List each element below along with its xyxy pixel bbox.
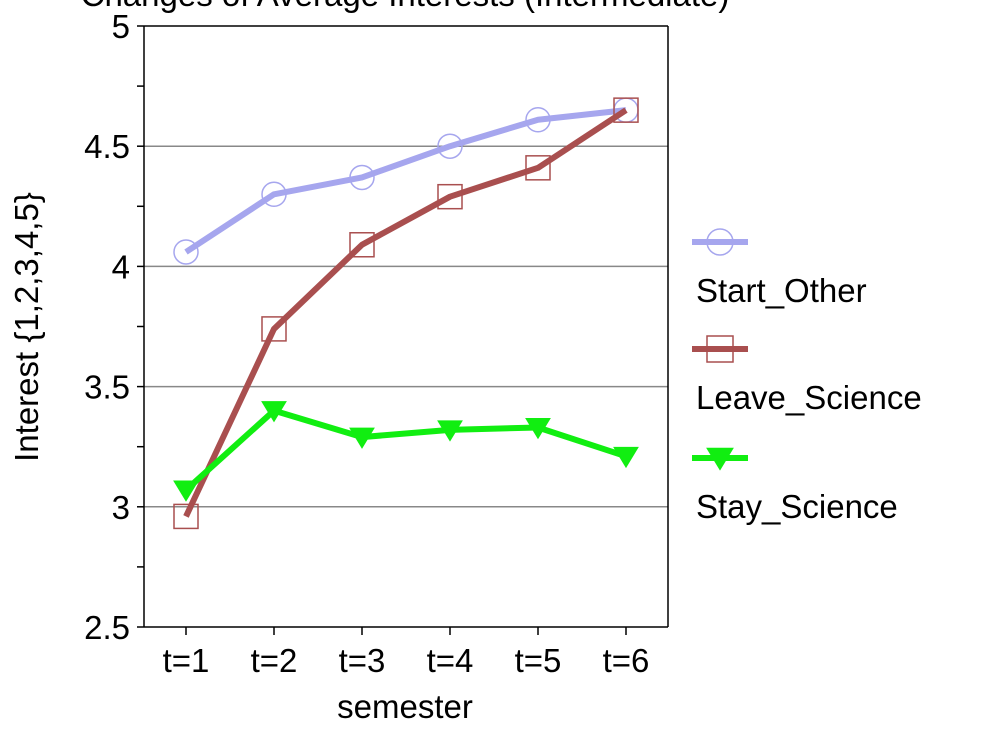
x-axis-title: semester: [337, 688, 473, 725]
y-tick-label: 2.5: [84, 609, 130, 646]
data-point: [173, 480, 199, 502]
y-tick-label: 4.5: [84, 128, 130, 165]
series-line: [183, 407, 627, 493]
chart-title: Changes of Average Interests (Intermedia…: [81, 0, 730, 13]
x-tick-label: t=3: [339, 642, 386, 679]
data-point: [525, 155, 551, 181]
series-line: [183, 107, 628, 518]
legend-label: Start_Other: [696, 272, 867, 309]
data-point: [173, 239, 199, 265]
data-point: [261, 316, 287, 342]
data-point: [437, 133, 463, 159]
axes: [137, 25, 669, 635]
grid: [144, 145, 668, 508]
y-axis-title: Interest {1,2,3,4,5}: [8, 192, 45, 462]
data-point: [525, 417, 551, 440]
y-tick-label: 4: [112, 248, 130, 285]
legend-marker: [706, 447, 734, 471]
series-leave-science: [173, 97, 639, 530]
legend-marker: [706, 335, 734, 363]
x-tick-label: t=2: [251, 642, 298, 679]
data-point: [261, 401, 287, 423]
data-point: [349, 164, 375, 191]
tick-labels: 2.5 3 3.5 4 4.5 5 t=1 t=2 t=3 t=4 t=5 t=6: [84, 8, 649, 679]
legend-item: Start_Other: [692, 228, 867, 309]
legend-label: Leave_Science: [696, 379, 922, 416]
series-start-other: [173, 97, 639, 265]
data-point: [173, 503, 199, 530]
y-tick-label: 5: [112, 8, 130, 45]
data-point: [349, 232, 375, 258]
x-tick-label: t=1: [163, 642, 210, 679]
data-point: [261, 181, 287, 208]
series-stay-science: [173, 401, 639, 502]
legend-item: Leave_Science: [692, 335, 922, 416]
x-tick-label: t=4: [427, 642, 474, 679]
legend-marker: [706, 228, 734, 256]
data-point: [613, 446, 639, 469]
data-point: [437, 183, 463, 210]
series-line: [184, 107, 627, 255]
data-point: [437, 420, 463, 442]
legend-label: Stay_Science: [696, 488, 898, 525]
data-point: [525, 107, 551, 133]
y-tick-label: 3.5: [84, 369, 130, 406]
data-point: [613, 97, 639, 123]
legend: Start_Other Leave_Science Stay_Science: [692, 228, 922, 525]
y-tick-label: 3: [112, 489, 130, 526]
data-point: [349, 427, 375, 449]
x-tick-label: t=6: [603, 642, 650, 679]
x-tick-label: t=5: [515, 642, 562, 679]
legend-item: Stay_Science: [692, 447, 898, 525]
series-group: [173, 97, 639, 530]
